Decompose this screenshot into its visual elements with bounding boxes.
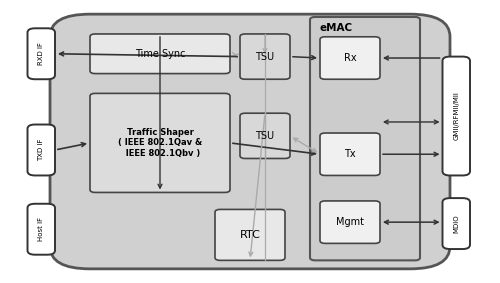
FancyBboxPatch shape (240, 113, 290, 158)
Text: TSU: TSU (256, 52, 274, 62)
Text: Traffic Shaper
( IEEE 802.1Qav &
  IEEE 802.1Qbv ): Traffic Shaper ( IEEE 802.1Qav & IEEE 80… (118, 128, 202, 158)
Text: Host IF: Host IF (38, 217, 44, 241)
FancyBboxPatch shape (442, 57, 470, 175)
Text: Rx: Rx (344, 53, 356, 63)
Text: RXD IF: RXD IF (38, 42, 44, 65)
FancyBboxPatch shape (50, 14, 450, 269)
FancyBboxPatch shape (310, 17, 420, 260)
Text: Time Sync: Time Sync (135, 49, 185, 59)
Text: Tx: Tx (344, 149, 356, 159)
FancyBboxPatch shape (28, 28, 55, 79)
FancyBboxPatch shape (28, 204, 55, 255)
Text: eMAC: eMAC (320, 23, 353, 33)
Text: RTC: RTC (240, 230, 260, 240)
FancyBboxPatch shape (442, 198, 470, 249)
Text: GMII/RFMII/MII: GMII/RFMII/MII (453, 92, 459, 140)
FancyBboxPatch shape (240, 34, 290, 79)
Text: MDIO: MDIO (453, 214, 459, 233)
Text: Mgmt: Mgmt (336, 217, 364, 227)
FancyBboxPatch shape (90, 34, 230, 74)
FancyBboxPatch shape (320, 37, 380, 79)
FancyBboxPatch shape (215, 209, 285, 260)
FancyBboxPatch shape (90, 93, 230, 192)
Text: TSU: TSU (256, 131, 274, 141)
FancyBboxPatch shape (28, 125, 55, 175)
FancyBboxPatch shape (320, 133, 380, 175)
FancyBboxPatch shape (320, 201, 380, 243)
Text: TXD IF: TXD IF (38, 139, 44, 161)
